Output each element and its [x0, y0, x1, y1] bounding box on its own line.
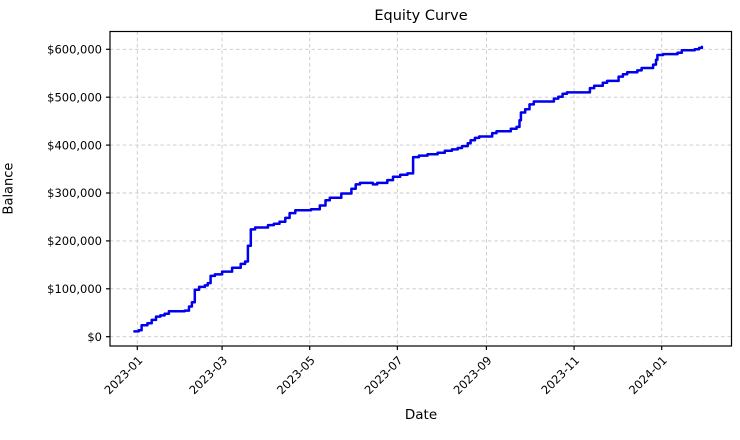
x-tick-label: 2023-11	[538, 353, 582, 397]
x-tick-label: 2023-03	[186, 353, 230, 397]
x-tick-label: 2023-09	[451, 353, 495, 397]
x-axis-label: Date	[404, 407, 438, 423]
y-tick-label: $400,000	[47, 138, 102, 152]
y-tick-label: $300,000	[47, 186, 102, 200]
y-tick-label: $500,000	[47, 90, 102, 104]
y-tick-label: $200,000	[47, 234, 102, 248]
y-tick-label: $0	[87, 330, 102, 344]
y-axis-label: Balance	[1, 162, 17, 215]
x-tick-label: 2023-05	[274, 353, 318, 397]
y-tick-label: $100,000	[47, 282, 102, 296]
equity-line	[133, 45, 704, 333]
plot-border	[109, 30, 733, 347]
x-tick-label: 2023-01	[102, 353, 146, 397]
chart-title: Equity Curve	[374, 8, 468, 24]
x-tick-label: 2024-01	[626, 353, 670, 397]
x-tick-label: 2023-07	[362, 353, 406, 397]
y-tick-label: $600,000	[47, 43, 102, 57]
